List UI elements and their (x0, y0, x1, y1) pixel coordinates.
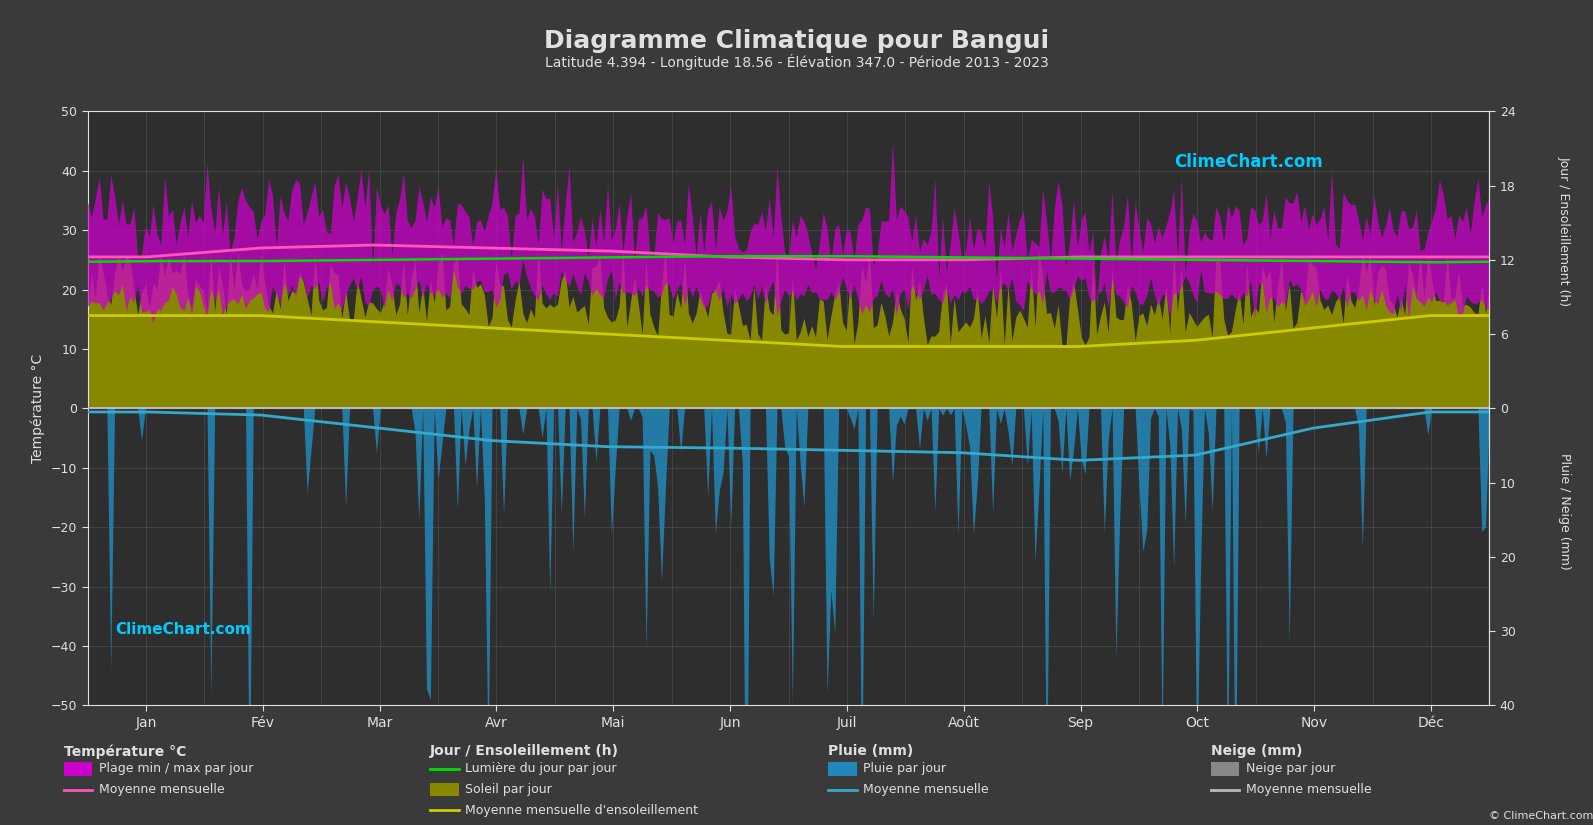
Text: ClimeChart.com: ClimeChart.com (1174, 153, 1322, 171)
Text: Pluie / Neige (mm): Pluie / Neige (mm) (1558, 453, 1571, 570)
Text: Lumière du jour par jour: Lumière du jour par jour (465, 762, 616, 776)
Text: Moyenne mensuelle d'ensoleillement: Moyenne mensuelle d'ensoleillement (465, 804, 698, 817)
Text: Soleil par jour: Soleil par jour (465, 783, 551, 796)
Text: Neige par jour: Neige par jour (1246, 762, 1335, 776)
Text: Jour / Ensoleillement (h): Jour / Ensoleillement (h) (1558, 156, 1571, 306)
Text: Diagramme Climatique pour Bangui: Diagramme Climatique pour Bangui (543, 29, 1050, 53)
Y-axis label: Température °C: Température °C (30, 354, 45, 463)
Text: Moyenne mensuelle: Moyenne mensuelle (863, 783, 989, 796)
Text: Neige (mm): Neige (mm) (1211, 744, 1301, 758)
Text: Latitude 4.394 - Longitude 18.56 - Élévation 347.0 - Période 2013 - 2023: Latitude 4.394 - Longitude 18.56 - Éléva… (545, 54, 1048, 69)
Text: Pluie par jour: Pluie par jour (863, 762, 946, 776)
Text: ClimeChart.com: ClimeChart.com (116, 622, 252, 637)
Text: Plage min / max par jour: Plage min / max par jour (99, 762, 253, 776)
Text: Moyenne mensuelle: Moyenne mensuelle (1246, 783, 1372, 796)
Text: Pluie (mm): Pluie (mm) (828, 744, 914, 758)
Text: Jour / Ensoleillement (h): Jour / Ensoleillement (h) (430, 744, 620, 758)
Text: © ClimeChart.com: © ClimeChart.com (1489, 811, 1593, 821)
Text: Température °C: Température °C (64, 744, 186, 759)
Text: Moyenne mensuelle: Moyenne mensuelle (99, 783, 225, 796)
